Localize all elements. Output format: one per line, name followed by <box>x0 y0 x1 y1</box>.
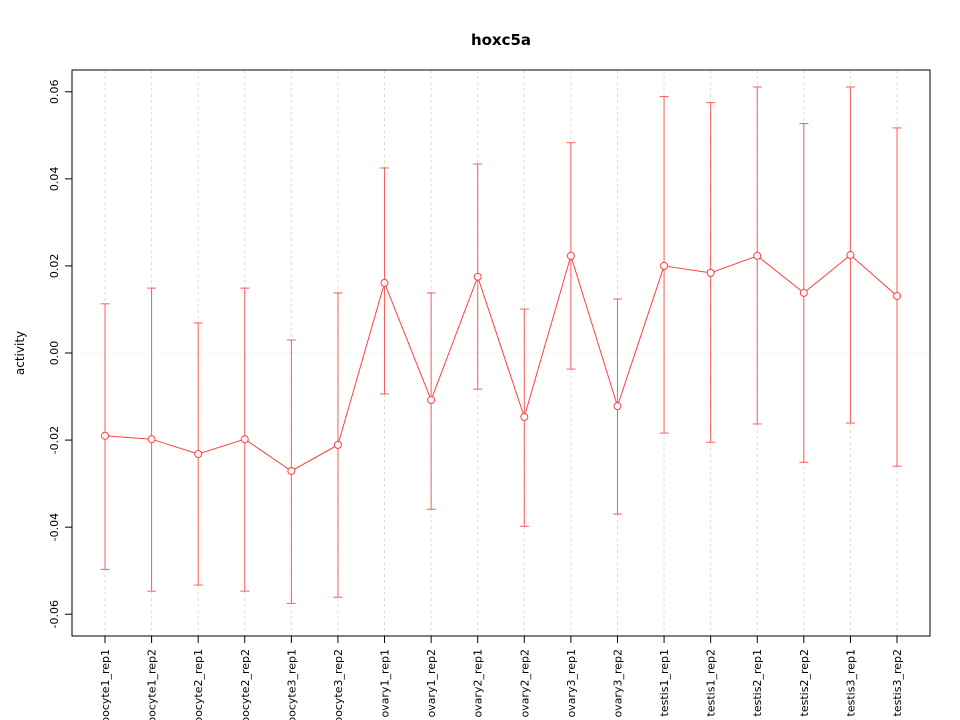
x-tick-label: ovary3_rep2 <box>611 649 624 718</box>
chart-title: hoxc5a <box>471 31 531 49</box>
x-tick-label: testis2_rep2 <box>798 649 811 716</box>
y-tick-label: -0.02 <box>48 426 61 454</box>
x-tick-label: testis1_rep1 <box>658 649 671 716</box>
x-tick-label: ovary1_rep2 <box>425 649 438 718</box>
data-point <box>287 466 296 475</box>
data-point <box>566 251 575 260</box>
data-point <box>753 251 762 260</box>
x-tick-label: oocyte3_rep2 <box>332 649 345 720</box>
x-tick-label: ovary2_rep2 <box>518 649 531 718</box>
y-tick-label: 0.06 <box>48 80 61 105</box>
data-point <box>380 278 389 287</box>
data-point <box>893 291 901 300</box>
data-point <box>101 431 109 440</box>
x-tick-label: ovary3_rep1 <box>565 649 578 718</box>
data-point <box>799 288 808 297</box>
y-axis-label: activity <box>13 331 27 375</box>
x-tick-label: ovary1_rep1 <box>379 649 392 718</box>
x-tick-label: testis1_rep2 <box>705 649 718 716</box>
x-tick-label: oocyte2_rep1 <box>192 649 205 720</box>
x-tick-label: oocyte3_rep1 <box>285 649 298 720</box>
x-tick-label: testis3_rep2 <box>891 649 904 716</box>
y-tick-label: 0.04 <box>48 167 61 192</box>
y-tick-label: -0.06 <box>48 600 61 628</box>
data-point <box>147 435 156 444</box>
x-tick-label: testis2_rep1 <box>751 649 764 716</box>
y-tick-label: 0.00 <box>48 341 61 366</box>
data-point <box>240 435 249 444</box>
y-tick-label: -0.04 <box>48 513 61 541</box>
data-point <box>706 268 715 277</box>
x-tick-label: oocyte2_rep2 <box>239 649 252 720</box>
x-tick-label: oocyte1_rep1 <box>99 649 112 720</box>
x-tick-label: ovary2_rep1 <box>472 649 485 718</box>
data-point <box>473 272 482 281</box>
y-tick-label: 0.02 <box>48 254 61 279</box>
data-point <box>660 261 669 270</box>
data-point <box>333 440 342 449</box>
x-tick-label: testis3_rep1 <box>844 649 857 716</box>
data-point <box>846 251 855 260</box>
data-point <box>613 402 622 411</box>
series-line <box>104 254 898 472</box>
data-point <box>427 396 436 405</box>
x-tick-label: oocyte1_rep2 <box>146 649 159 720</box>
data-point <box>194 450 203 459</box>
data-point <box>520 413 529 422</box>
